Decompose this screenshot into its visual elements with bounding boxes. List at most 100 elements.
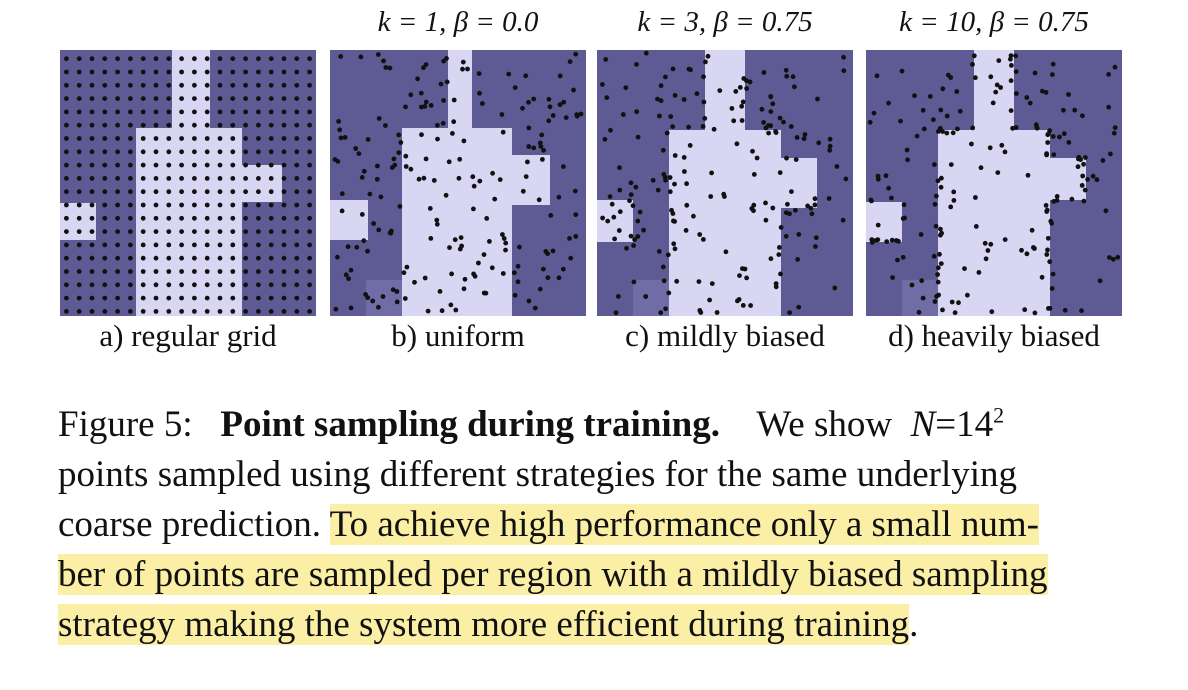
sample-point [217, 56, 223, 62]
sample-point [793, 207, 798, 213]
sample-point [1029, 227, 1035, 233]
sample-point [153, 82, 159, 88]
sample-point [843, 176, 849, 182]
sample-point [102, 109, 108, 115]
sample-point [192, 255, 197, 261]
sample-point [1090, 173, 1096, 179]
sample-point [684, 202, 690, 208]
sample-point [744, 78, 749, 84]
sample-point [338, 54, 344, 59]
sample-point [204, 309, 210, 314]
sample-point [376, 304, 381, 310]
sample-point [268, 229, 274, 235]
sample-point [620, 112, 626, 117]
sample-point [243, 282, 249, 288]
sample-point [140, 202, 146, 208]
sample-point [89, 189, 95, 195]
sample-point [398, 140, 404, 145]
sample-point [281, 242, 287, 248]
sample-point [1115, 254, 1121, 260]
sample-point [268, 82, 274, 88]
sample-point [1066, 92, 1071, 97]
sample-point [370, 298, 376, 304]
sample-point [973, 224, 979, 229]
sample-point [204, 149, 210, 155]
sample-point [709, 170, 714, 176]
sample-point [531, 96, 537, 102]
sample-point [128, 69, 133, 75]
sample-point [545, 275, 551, 281]
sample-point [933, 223, 939, 229]
sample-point [539, 132, 545, 138]
sample-point [376, 116, 382, 121]
sample-point [268, 69, 274, 75]
sample-point [102, 202, 108, 208]
sample-point [573, 212, 579, 218]
sample-point [375, 52, 381, 57]
sample-point [153, 215, 159, 221]
sample-point [793, 157, 799, 162]
sample-point [658, 83, 664, 89]
sample-point [179, 96, 184, 101]
sample-point [307, 122, 312, 128]
caption-highlight-3: strategy making the system more efficien… [58, 604, 910, 645]
sample-point [526, 99, 531, 105]
sample-point [543, 249, 549, 254]
sample-point [76, 202, 82, 208]
sample-point [76, 69, 82, 75]
sample-point [256, 189, 261, 195]
sample-point [294, 82, 300, 88]
sample-point [256, 109, 261, 115]
sample-point [230, 176, 236, 181]
sample-point [962, 266, 967, 271]
sample-point [707, 297, 712, 303]
sample-point [983, 256, 989, 262]
sample-point [375, 163, 380, 169]
sample-point [64, 82, 69, 88]
sample-point [1043, 90, 1049, 95]
sample-point [307, 69, 312, 75]
sample-point [492, 196, 498, 202]
sample-point [1112, 125, 1118, 131]
sample-point [996, 58, 1002, 63]
sample-point [681, 97, 687, 102]
sample-point [541, 266, 546, 272]
sample-point [541, 147, 546, 153]
sample-point [204, 189, 210, 195]
sample-point [425, 308, 431, 314]
sample-point [153, 96, 159, 101]
sample-point [418, 90, 424, 96]
sample-point [76, 269, 82, 274]
sample-point [217, 202, 223, 208]
sample-point [268, 215, 274, 221]
sample-point [609, 201, 615, 207]
sample-point [89, 162, 95, 168]
sample-point [940, 307, 945, 313]
sample-point [76, 149, 82, 155]
sample-point [470, 174, 476, 180]
sample-point [890, 275, 895, 280]
caption-highlight-1: To achieve high performance only a small… [329, 504, 1040, 545]
sample-point [192, 56, 197, 62]
sample-point [952, 310, 958, 316]
sample-point [674, 278, 680, 284]
sample-point [192, 136, 197, 141]
sample-point [990, 100, 996, 106]
sample-point [438, 81, 444, 87]
sample-point [951, 198, 957, 203]
sample-point [1045, 235, 1051, 241]
sample-point [751, 208, 756, 214]
sample-point [115, 82, 120, 88]
sample-point [268, 269, 274, 274]
sample-point [268, 202, 274, 208]
sample-point [788, 124, 794, 129]
sample-point [809, 211, 815, 217]
sample-point [153, 242, 159, 248]
sample-point [526, 125, 532, 131]
sample-point [179, 255, 184, 261]
sample-point [128, 122, 133, 128]
sample-point [705, 53, 711, 59]
sample-point [702, 116, 708, 121]
sample-point [230, 269, 236, 274]
foreground-region [242, 165, 282, 202]
